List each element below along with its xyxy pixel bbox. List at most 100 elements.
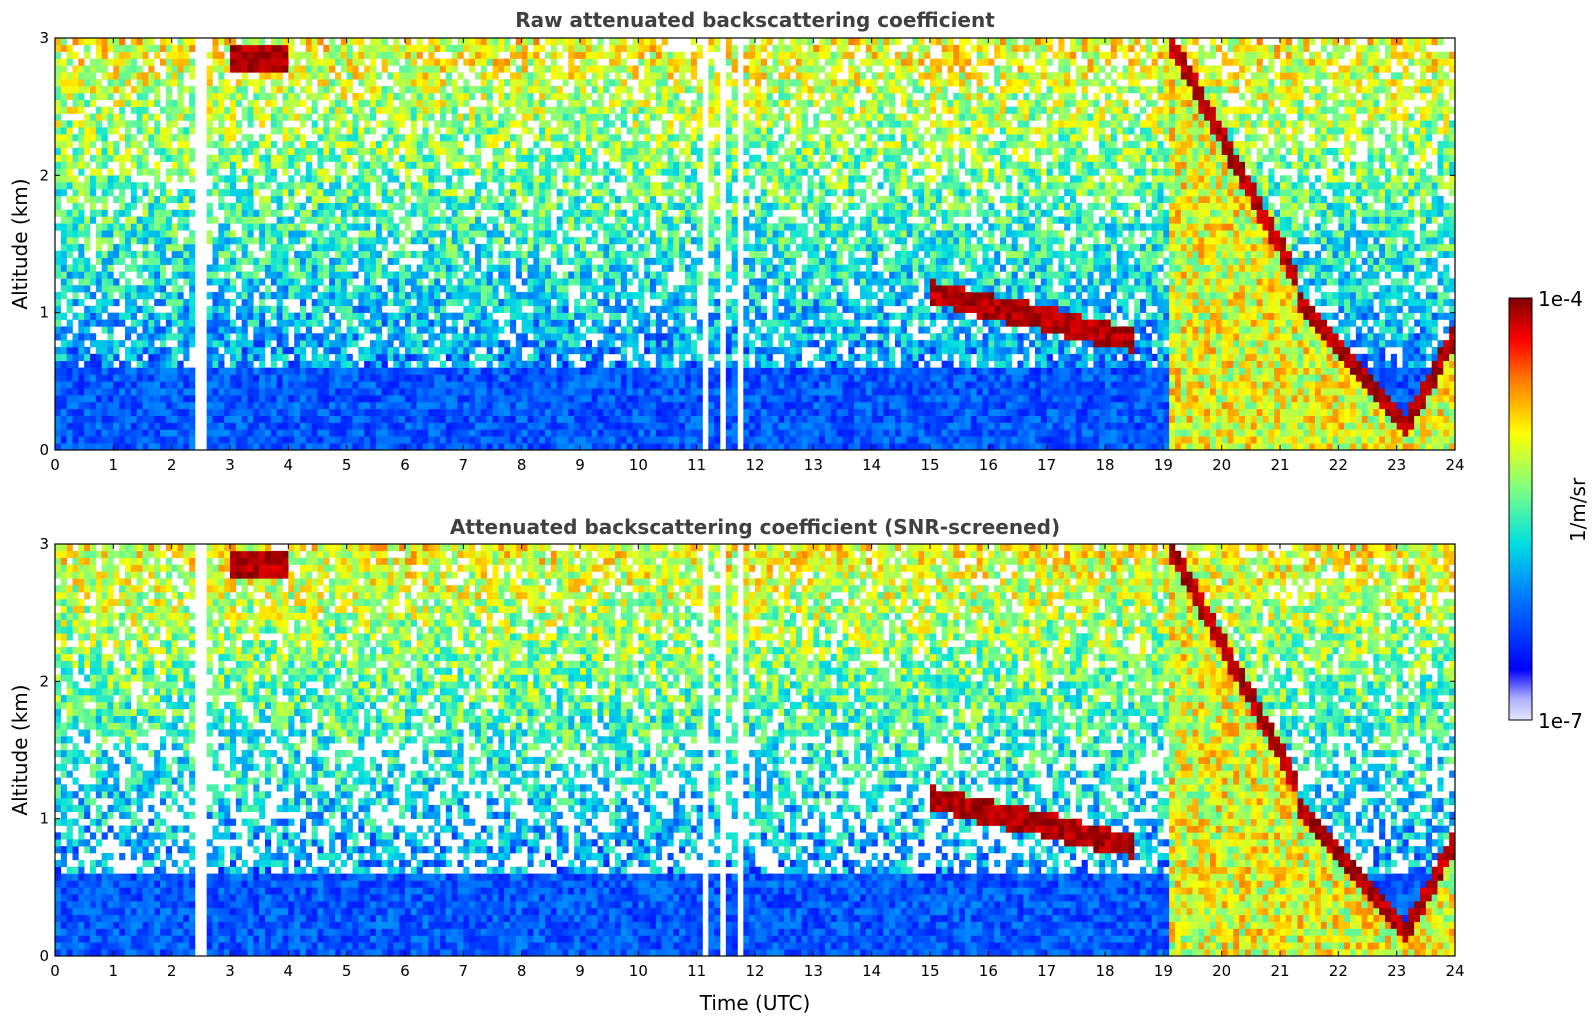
heatmap-cell xyxy=(276,326,283,334)
heatmap-cell xyxy=(78,182,85,190)
heatmap-cell xyxy=(259,58,266,66)
heatmap-cell xyxy=(72,182,79,190)
heatmap-cell xyxy=(440,44,447,53)
heatmap-cell xyxy=(539,120,546,128)
heatmap-cell xyxy=(101,38,108,46)
heatmap-cell xyxy=(282,106,289,114)
heatmap-cell xyxy=(340,195,347,204)
heatmap-cell xyxy=(177,264,184,272)
heatmap-cell xyxy=(562,436,569,444)
heatmap-cell xyxy=(130,443,137,450)
heatmap-cell xyxy=(609,333,616,341)
heatmap-cell xyxy=(206,340,213,348)
heatmap-cell xyxy=(323,443,330,450)
heatmap-cell xyxy=(422,189,429,197)
heatmap-cell xyxy=(486,292,493,300)
heatmap-cell xyxy=(294,292,301,300)
heatmap-cell xyxy=(300,408,307,416)
heatmap-cell xyxy=(300,360,307,368)
heatmap-cell xyxy=(300,353,307,362)
heatmap-cell xyxy=(340,113,347,121)
heatmap-cell xyxy=(393,72,400,80)
heatmap-cell xyxy=(591,161,598,169)
heatmap-cell xyxy=(346,127,353,135)
heatmap-cell xyxy=(405,79,412,87)
heatmap-cell xyxy=(597,51,604,59)
heatmap-cell xyxy=(206,347,213,355)
heatmap-cell xyxy=(504,415,511,423)
heatmap-cell xyxy=(539,257,546,265)
heatmap-cell xyxy=(381,86,388,94)
heatmap-cell xyxy=(84,237,91,245)
heatmap-cell xyxy=(276,44,283,53)
heatmap-cell xyxy=(486,134,493,142)
heatmap-cell xyxy=(72,381,79,389)
heatmap-cell xyxy=(434,250,441,259)
heatmap-cell xyxy=(539,79,546,87)
heatmap-cell xyxy=(574,51,581,59)
heatmap-cell xyxy=(364,65,371,73)
heatmap-cell xyxy=(375,250,382,259)
heatmap-cell xyxy=(504,79,511,87)
heatmap-cell xyxy=(276,250,283,259)
heatmap-cell xyxy=(422,161,429,169)
heatmap-cell xyxy=(603,340,610,348)
heatmap-cell xyxy=(259,202,266,210)
heatmap-cell xyxy=(556,72,563,80)
heatmap-cell xyxy=(609,305,616,313)
heatmap-cell xyxy=(352,285,359,293)
heatmap-cell xyxy=(410,278,417,286)
heatmap-cell xyxy=(562,189,569,197)
heatmap-cell xyxy=(346,443,353,450)
heatmap-cell xyxy=(469,347,476,355)
heatmap-cell xyxy=(387,395,394,403)
heatmap-cell xyxy=(626,374,633,382)
heatmap-cell xyxy=(212,65,219,73)
heatmap-cell xyxy=(632,436,639,444)
heatmap-cell xyxy=(335,161,342,169)
heatmap-cell xyxy=(154,374,161,382)
heatmap-cell xyxy=(55,292,62,300)
heatmap-cell xyxy=(224,161,231,169)
heatmap-cell xyxy=(469,415,476,423)
heatmap-cell xyxy=(340,333,347,341)
heatmap-cell xyxy=(603,257,610,265)
heatmap-cell xyxy=(550,319,557,327)
heatmap-cell xyxy=(300,422,307,430)
heatmap-cell xyxy=(206,415,213,423)
heatmap-cell xyxy=(556,292,563,300)
heatmap-cell xyxy=(469,408,476,416)
heatmap-cell xyxy=(247,141,254,149)
heatmap-cell xyxy=(515,347,522,355)
heatmap-cell xyxy=(387,257,394,265)
heatmap-cell xyxy=(107,408,114,416)
heatmap-cell xyxy=(638,168,645,176)
heatmap-cell xyxy=(165,113,172,121)
heatmap-cell xyxy=(591,58,598,66)
heatmap-cell xyxy=(399,305,406,313)
heatmap-cell xyxy=(282,257,289,265)
heatmap-cell xyxy=(335,374,342,382)
heatmap-cell xyxy=(550,395,557,403)
heatmap-cell xyxy=(550,436,557,444)
heatmap-cell xyxy=(603,374,610,382)
heatmap-cell xyxy=(142,319,149,327)
heatmap-cell xyxy=(428,347,435,355)
heatmap-cell xyxy=(101,401,108,410)
heatmap-cell xyxy=(358,401,365,410)
heatmap-cell xyxy=(218,422,225,430)
heatmap-cell xyxy=(294,92,301,101)
heatmap-cell xyxy=(486,99,493,107)
heatmap-cell xyxy=(381,120,388,128)
heatmap-cell xyxy=(533,189,540,197)
heatmap-cell xyxy=(235,92,242,101)
heatmap-cell xyxy=(165,367,172,375)
heatmap-cell xyxy=(300,333,307,341)
heatmap-cell xyxy=(393,326,400,334)
heatmap-cell xyxy=(107,250,114,259)
heatmap-cell xyxy=(521,298,528,307)
heatmap-cell xyxy=(445,79,452,87)
heatmap-cell xyxy=(399,65,406,73)
heatmap-cell xyxy=(60,347,67,355)
heatmap-cell xyxy=(521,250,528,259)
